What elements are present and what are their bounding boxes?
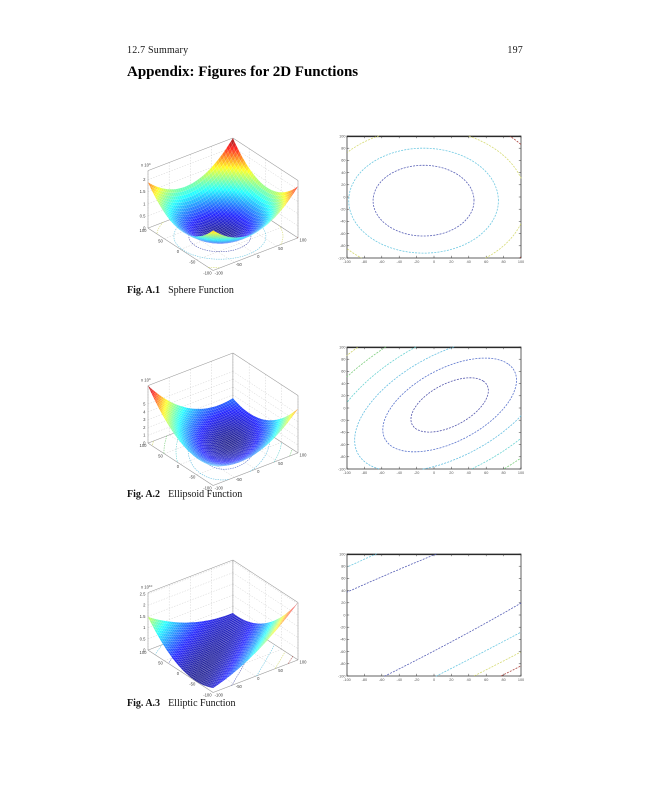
caption-text: Ellipsoid Function <box>168 489 243 500</box>
appendix-title: Appendix: Figures for 2D Functions <box>127 64 359 80</box>
ellipsoid-surface-plot: 0 1 2 3 4 5 x 104 -100 -100 -50 -50 0 0 50 50 100 100 <box>140 352 308 490</box>
elliptic-surface-plot: 00.511.522.5x 1010-100 -100-50 -5000505010… <box>140 559 307 697</box>
svg-text:-50: -50 <box>189 260 196 265</box>
caption-label: Fig. A.3 <box>127 698 161 709</box>
svg-text:80: 80 <box>341 358 345 362</box>
svg-text:-60: -60 <box>379 260 385 264</box>
svg-text:80: 80 <box>501 471 505 475</box>
ellipsoid-contour-plot: -100-100 -80 -80 -60 -60 -40 -40 -20 -20 0 0 20 20 40… <box>338 345 524 475</box>
svg-text:0: 0 <box>177 464 180 469</box>
svg-text:3: 3 <box>143 417 146 422</box>
svg-text:4: 4 <box>143 409 146 414</box>
sphere-surface-plot: 0 0.5 1 1.5 2 x 104 -100 -100 -50 -50 0 0 50 50 100 100 <box>140 137 308 275</box>
svg-text:-60: -60 <box>340 443 346 447</box>
svg-text:1.5: 1.5 <box>140 189 146 194</box>
svg-text:0: 0 <box>343 195 345 199</box>
svg-text:x 104: x 104 <box>141 162 151 168</box>
svg-text:60: 60 <box>484 260 488 264</box>
svg-text:100: 100 <box>339 345 345 349</box>
figure-caption-a3: Fig. A.3 Elliptic Function <box>127 698 236 709</box>
svg-text:-60: -60 <box>379 471 385 475</box>
svg-text:20: 20 <box>449 260 453 264</box>
svg-text:20: 20 <box>341 394 345 398</box>
elliptic-contour-plot: -100-100-80-80-60-60-40-40-20-2000202040… <box>338 552 524 682</box>
svg-text:1: 1 <box>143 201 146 206</box>
svg-text:-20: -20 <box>340 419 346 423</box>
svg-text:100: 100 <box>339 134 345 138</box>
svg-text:1: 1 <box>143 433 146 438</box>
svg-text:100: 100 <box>140 443 148 448</box>
svg-text:-80: -80 <box>340 455 346 459</box>
svg-text:100: 100 <box>300 453 308 458</box>
svg-text:40: 40 <box>341 171 345 175</box>
svg-text:2: 2 <box>143 425 146 430</box>
svg-text:-100: -100 <box>203 270 212 275</box>
svg-text:50: 50 <box>158 454 163 459</box>
svg-text:-60: -60 <box>340 232 346 236</box>
svg-text:-80: -80 <box>340 244 346 248</box>
figure-caption-a1: Fig. A.1 Sphere Function <box>127 285 234 296</box>
svg-text:-40: -40 <box>340 431 346 435</box>
svg-text:-100: -100 <box>338 467 346 471</box>
svg-text:-40: -40 <box>340 220 346 224</box>
svg-text:60: 60 <box>484 471 488 475</box>
svg-text:-100: -100 <box>203 485 212 490</box>
svg-text:0: 0 <box>143 441 146 446</box>
running-header: 12.7 Summary 197 <box>127 45 523 56</box>
svg-text:-20: -20 <box>340 208 346 212</box>
svg-text:40: 40 <box>467 260 471 264</box>
page-number: 197 <box>507 45 523 56</box>
svg-text:100: 100 <box>140 228 148 233</box>
svg-text:-40: -40 <box>396 260 402 264</box>
svg-text:0: 0 <box>343 406 345 410</box>
svg-text:2: 2 <box>143 177 146 182</box>
sphere-contour-plot: -100-100 -80 -80 -60 -60 -40 -40 -20 -20 0 0 20 20 40… <box>338 134 524 264</box>
svg-text:80: 80 <box>501 260 505 264</box>
svg-text:50: 50 <box>278 461 283 466</box>
svg-text:60: 60 <box>341 159 345 163</box>
svg-text:-80: -80 <box>362 471 368 475</box>
svg-text:-50: -50 <box>189 475 196 480</box>
svg-text:-100: -100 <box>338 256 346 260</box>
svg-text:40: 40 <box>341 382 345 386</box>
svg-text:-100: -100 <box>215 485 224 490</box>
svg-text:-100: -100 <box>343 471 351 475</box>
svg-text:x 104: x 104 <box>141 377 151 383</box>
svg-text:5: 5 <box>143 402 146 407</box>
svg-text:-100: -100 <box>215 270 224 275</box>
svg-text:0: 0 <box>433 260 435 264</box>
figure-caption-a2: Fig. A.2 Ellipsoid Function <box>127 489 242 500</box>
svg-text:60: 60 <box>341 370 345 374</box>
svg-text:0: 0 <box>177 249 180 254</box>
svg-text:80: 80 <box>341 147 345 151</box>
svg-text:50: 50 <box>158 239 163 244</box>
svg-text:0: 0 <box>433 471 435 475</box>
svg-text:100: 100 <box>518 471 524 475</box>
svg-text:100: 100 <box>518 260 524 264</box>
svg-text:20: 20 <box>341 183 345 187</box>
svg-text:-50: -50 <box>236 477 243 482</box>
caption-text: Elliptic Function <box>168 698 236 709</box>
svg-text:0: 0 <box>257 254 260 259</box>
svg-text:100: 100 <box>300 238 308 243</box>
caption-label: Fig. A.2 <box>127 489 161 500</box>
svg-text:-80: -80 <box>362 260 368 264</box>
svg-text:20: 20 <box>449 471 453 475</box>
svg-text:0: 0 <box>143 226 146 231</box>
svg-text:-50: -50 <box>236 262 243 267</box>
svg-text:0.5: 0.5 <box>140 213 146 218</box>
svg-text:-20: -20 <box>414 260 420 264</box>
svg-text:0: 0 <box>257 469 260 474</box>
svg-text:-20: -20 <box>414 471 420 475</box>
svg-text:-40: -40 <box>396 471 402 475</box>
caption-label: Fig. A.1 <box>127 285 161 296</box>
svg-text:40: 40 <box>467 471 471 475</box>
caption-text: Sphere Function <box>168 285 234 296</box>
svg-text:-100: -100 <box>343 260 351 264</box>
section-header: 12.7 Summary <box>127 45 189 56</box>
svg-text:50: 50 <box>278 246 283 251</box>
